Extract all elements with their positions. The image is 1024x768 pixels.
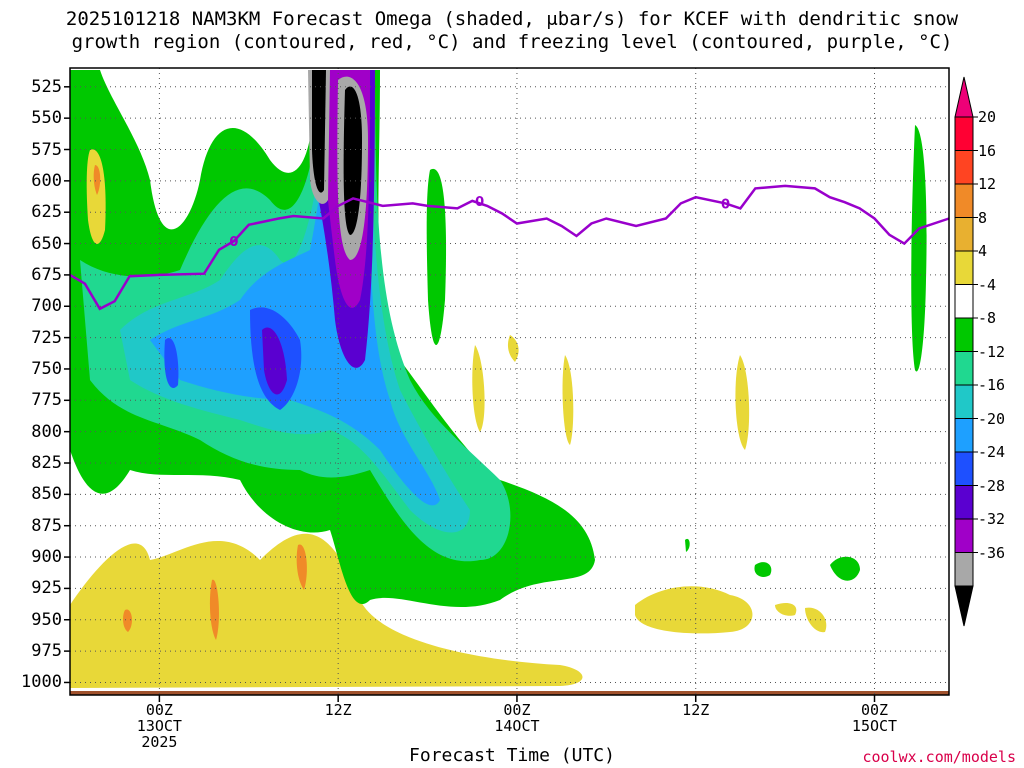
colorbar-swatch bbox=[954, 518, 974, 553]
colorbar-label: -36 bbox=[978, 543, 1006, 562]
x-tick-label: 15OCT bbox=[851, 717, 898, 735]
omega-green-blob-5 bbox=[685, 538, 690, 552]
omega-yellow-blob-3 bbox=[472, 345, 485, 432]
colorbar-label: 20 bbox=[978, 108, 997, 126]
y-tick-label: 875 bbox=[31, 515, 62, 536]
omega-yellow-blob-5 bbox=[775, 603, 797, 616]
omega-orange-spot-1 bbox=[93, 165, 101, 195]
y-tick-label: 750 bbox=[31, 358, 62, 379]
omega-yellow-blob-4 bbox=[635, 586, 753, 634]
x-tick-label: 12Z bbox=[324, 701, 352, 719]
y-tick-label: 1000 bbox=[21, 672, 62, 693]
omega-yellow-blob-2 bbox=[735, 355, 750, 450]
y-tick-label: 625 bbox=[31, 202, 62, 223]
omega-orange-spot-4 bbox=[123, 609, 132, 632]
omega-green-blob-4 bbox=[754, 562, 772, 577]
y-tick-label: 525 bbox=[31, 76, 62, 97]
y-tick-label: 700 bbox=[31, 296, 62, 317]
omega-yellow-blob-7 bbox=[86, 149, 106, 244]
colorbar-swatch bbox=[954, 183, 974, 218]
colorbar-swatch bbox=[954, 150, 974, 185]
colorbar-swatch bbox=[954, 418, 974, 453]
colorbar-bottom-arrow bbox=[954, 585, 974, 627]
freezing-level-label: 0 bbox=[721, 197, 730, 212]
omega-green-blob-1 bbox=[426, 168, 447, 345]
freezing-level-label: 0 bbox=[229, 235, 238, 250]
omega-yellow-blob-8 bbox=[507, 335, 519, 362]
omega-orange-spot-2 bbox=[296, 544, 307, 590]
source-credit[interactable]: coolwx.com/models bbox=[862, 748, 1016, 766]
x-tick-label: 2025 bbox=[141, 733, 178, 751]
colorbar-swatch bbox=[954, 384, 974, 419]
colorbar-label: 12 bbox=[978, 175, 997, 193]
x-tick-label: 00Z bbox=[145, 701, 173, 719]
omega-green-blob-3 bbox=[830, 556, 860, 581]
colorbar-label: -20 bbox=[978, 409, 1006, 428]
omega-green-blob-2 bbox=[911, 125, 927, 372]
y-tick-label: 925 bbox=[31, 578, 62, 599]
y-axis-ticks bbox=[64, 86, 70, 684]
y-tick-label: 575 bbox=[31, 139, 62, 160]
y-tick-label: 675 bbox=[31, 264, 62, 285]
y-tick-label: 600 bbox=[31, 170, 62, 191]
colorbar-label: 8 bbox=[978, 208, 988, 227]
colorbar-top-arrow bbox=[954, 76, 974, 118]
x-tick-label: 12Z bbox=[682, 701, 710, 719]
y-tick-label: 800 bbox=[31, 421, 62, 442]
y-tick-label: 975 bbox=[31, 641, 62, 662]
colorbar-swatch bbox=[954, 317, 974, 352]
freezing-level-line bbox=[69, 184, 950, 311]
x-axis-title: Forecast Time (UTC) bbox=[409, 745, 615, 766]
colorbar-swatch bbox=[954, 485, 974, 520]
colorbar-swatch bbox=[954, 250, 974, 285]
x-tick-label: 13OCT bbox=[136, 717, 182, 735]
colorbar-label: -32 bbox=[978, 510, 1006, 528]
colorbar-swatch bbox=[954, 217, 974, 252]
x-tick-label: 14OCT bbox=[494, 717, 540, 735]
terrain-fill bbox=[70, 691, 949, 695]
y-tick-label: 850 bbox=[31, 484, 62, 505]
chart-title-line1: 2025101218 NAM3KM Forecast Omega (shaded… bbox=[65, 8, 959, 30]
colorbar-label: -16 bbox=[978, 376, 1006, 394]
y-tick-label: 950 bbox=[31, 609, 62, 630]
x-tick-label: 00Z bbox=[503, 701, 531, 719]
y-tick-label: 650 bbox=[31, 233, 62, 254]
plot-frame bbox=[69, 67, 950, 696]
colorbar-swatch bbox=[954, 451, 974, 486]
colorbar-swatch bbox=[954, 116, 974, 151]
freezing-level-label: 0 bbox=[475, 195, 484, 210]
omega-purple-low bbox=[262, 327, 287, 395]
omega-blue-core-2 bbox=[164, 338, 179, 388]
omega-orange-spot-3 bbox=[209, 579, 219, 640]
y-tick-label: 900 bbox=[31, 547, 62, 568]
y-tick-label: 825 bbox=[31, 453, 62, 473]
chart-title-line2: growth region (contoured, red, °C) and f… bbox=[71, 31, 953, 53]
colorbar-swatch bbox=[954, 351, 974, 386]
x-tick-label: 00Z bbox=[860, 701, 889, 719]
omega-black-core-2 bbox=[343, 86, 362, 235]
omega-yellow-blob-1 bbox=[562, 355, 574, 445]
y-tick-label: 775 bbox=[31, 390, 62, 411]
colorbar-label: -12 bbox=[978, 342, 1006, 361]
terrain-band bbox=[70, 691, 949, 695]
colorbar-swatch bbox=[954, 284, 974, 319]
omega-black-core-1 bbox=[312, 70, 326, 193]
colorbar-label: -8 bbox=[978, 309, 997, 327]
colorbar-label: 16 bbox=[978, 141, 997, 160]
colorbar-label: -24 bbox=[978, 443, 1006, 461]
colorbar-swatch bbox=[954, 552, 974, 587]
colorbar-label: -4 bbox=[978, 275, 997, 294]
omega-band-yellow-low bbox=[70, 533, 583, 688]
x-axis-ticks bbox=[158, 695, 876, 702]
colorbar-label: -28 bbox=[978, 476, 1006, 495]
colorbar-label: 4 bbox=[978, 242, 988, 260]
y-tick-label: 725 bbox=[31, 327, 62, 348]
freezing-level-contour: 0 0 0 bbox=[69, 184, 950, 311]
colorbar bbox=[954, 76, 978, 627]
y-tick-label: 550 bbox=[31, 108, 62, 129]
